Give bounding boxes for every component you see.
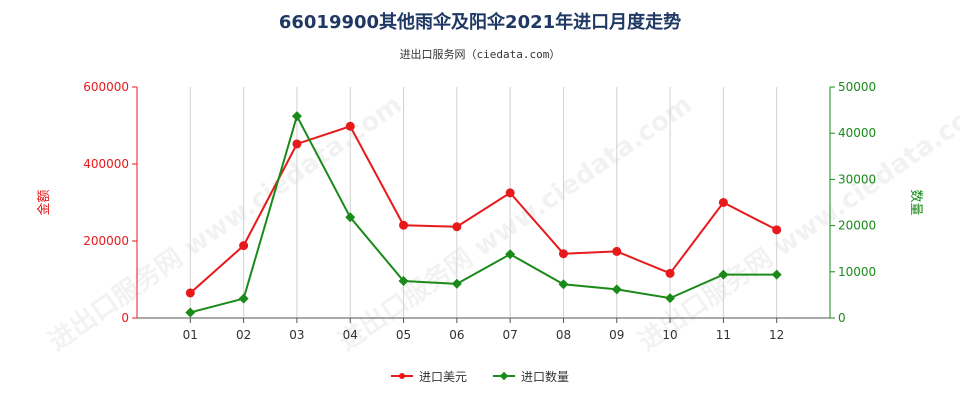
x-tick-label: 11 <box>716 328 731 342</box>
data-point-usd <box>612 246 622 256</box>
legend-swatch-qty <box>493 370 515 382</box>
data-point-qty <box>611 284 622 295</box>
chart-subtitle: 进出口服务网（ciedata.com） <box>399 48 561 61</box>
y-right-tick-label: 20000 <box>838 219 876 233</box>
data-point-qty <box>665 293 676 304</box>
data-point-qty <box>451 278 462 289</box>
x-tick-label: 10 <box>662 328 677 342</box>
watermark-text: 进出口服务网 www.ciedata.com <box>333 90 697 358</box>
data-point-qty <box>718 269 729 280</box>
y-left-tick-label: 0 <box>121 311 129 325</box>
x-tick-label: 04 <box>343 328 358 342</box>
data-point-usd <box>718 198 728 207</box>
data-point-qty <box>291 111 302 122</box>
axes: 0 200000 400000 600000 0 10000 20000 30000 40000… <box>36 80 923 342</box>
x-tick-label: 05 <box>396 328 411 342</box>
data-point-qty <box>185 307 196 318</box>
x-tick-label: 06 <box>449 328 464 342</box>
legend-label-qty: 进口数量 <box>521 369 570 384</box>
data-point-usd <box>239 241 249 251</box>
data-point-usd <box>505 188 515 198</box>
data-point-qty <box>505 249 516 260</box>
y-left-tick-label: 200000 <box>83 234 129 248</box>
x-tick-label: 07 <box>503 328 518 342</box>
series-line-import-qty <box>190 113 777 314</box>
x-tick-label: 08 <box>556 328 571 342</box>
data-point-qty <box>398 276 409 287</box>
data-point-usd <box>185 288 195 298</box>
x-tick-label: 01 <box>183 328 198 342</box>
legend-swatch-usd <box>390 370 413 382</box>
chart-title: 66019900其他雨伞及阳伞2021年进口月度走势 <box>278 12 682 33</box>
data-point-usd <box>665 268 675 278</box>
y-left-axis-title: 金额 <box>36 189 52 215</box>
series-layer <box>185 111 782 318</box>
x-tick-label: 09 <box>609 328 624 342</box>
data-point-usd <box>292 139 302 149</box>
series-line-import-usd <box>189 125 778 294</box>
data-point-qty <box>558 279 569 290</box>
y-right-tick-label: 50000 <box>838 80 876 94</box>
y-left-tick-label: 400000 <box>83 157 129 171</box>
y-right-axis-title: 数量 <box>908 189 923 215</box>
watermark-text: 进出口服务网 www.ciedata.com <box>633 90 960 358</box>
data-point-usd <box>345 121 355 131</box>
legend-item-import-usd[interactable]: 进口美元 <box>390 368 467 385</box>
data-point-qty <box>345 212 356 223</box>
y-right-tick-label: 40000 <box>838 126 876 140</box>
data-point-usd <box>452 222 462 232</box>
data-point-qty <box>238 293 249 304</box>
x-tick-label: 12 <box>769 328 784 342</box>
y-left-tick-label: 600000 <box>83 80 129 94</box>
y-right-tick-label: 30000 <box>838 172 876 186</box>
data-point-usd <box>558 249 568 259</box>
data-point-qty <box>771 269 782 280</box>
y-right-tick-label: 0 <box>838 311 846 325</box>
data-point-usd <box>772 225 782 235</box>
x-tick-label: 02 <box>236 328 251 342</box>
legend: 进口美元 进口数量 <box>0 366 960 386</box>
data-point-usd <box>399 220 409 230</box>
x-tick-label: 03 <box>289 328 304 342</box>
y-right-tick-label: 10000 <box>838 265 876 279</box>
legend-label-usd: 进口美元 <box>418 369 467 384</box>
legend-item-import-qty[interactable]: 进口数量 <box>493 368 569 385</box>
